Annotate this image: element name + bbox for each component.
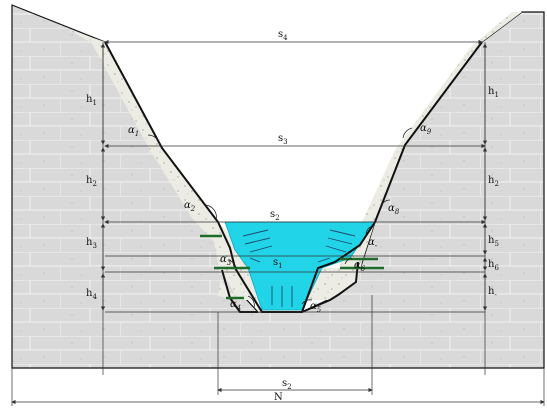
dimension-lines: [11, 39, 545, 406]
angle-label-9: α9: [420, 123, 432, 136]
width-label-s4: s4: [278, 29, 288, 42]
bench-lining: [218, 268, 360, 312]
width-label-s3: s3: [278, 133, 288, 146]
height-label-left-4: h4: [86, 288, 97, 301]
width-label-s1: s1: [273, 257, 283, 270]
bottom-dim-label: s2: [282, 378, 292, 391]
right-lining: [338, 12, 522, 295]
angle-label-8: α8: [388, 203, 400, 216]
height-label-right-5: h5: [488, 235, 499, 248]
angle-label-3: α3: [220, 254, 232, 267]
bench-marks: [200, 234, 384, 300]
angle-label-2: α2: [184, 200, 196, 213]
height-label-right-1: h1: [488, 86, 499, 99]
angle-label-1: α1: [128, 125, 139, 138]
angle-label-6: α6: [354, 260, 366, 273]
left-lining: [68, 30, 262, 312]
overall-width-label: N: [274, 392, 283, 403]
height-label-right-6: h6: [488, 259, 499, 272]
height-label-right-2: h2: [488, 175, 499, 188]
height-label-left-3: h3: [86, 237, 97, 250]
width-label-s2: s2: [270, 209, 280, 222]
height-label-left-2: h2: [86, 175, 97, 188]
water-pressure-arrows: [242, 229, 356, 307]
height-label-right-7: h-: [488, 286, 497, 299]
angle-arcs: [147, 127, 413, 309]
height-label-left-1: h1: [86, 94, 97, 107]
angle-label-7: α-: [368, 237, 378, 250]
angle-label-5: α5: [310, 301, 322, 314]
angle-label-4: α4: [230, 299, 241, 312]
